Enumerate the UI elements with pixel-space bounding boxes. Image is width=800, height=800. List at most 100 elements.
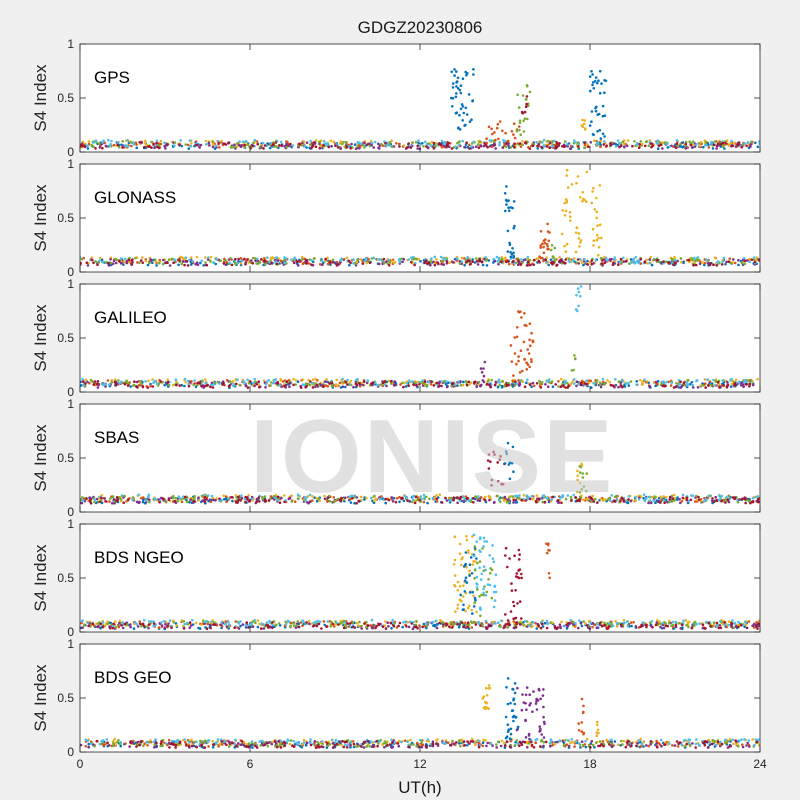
data-point [546,139,550,143]
data-point [595,626,599,630]
data-point [667,261,670,264]
data-point [754,141,757,145]
data-point [685,496,688,500]
data-point [508,461,512,464]
data-point [125,259,129,263]
data-point [670,624,673,628]
data-point [118,619,122,623]
data-point [525,494,529,497]
data-point [184,381,187,384]
data-point [151,378,154,381]
data-point [451,82,455,85]
data-point [234,620,238,623]
data-point [336,384,339,387]
data-point [355,502,358,505]
data-point [425,622,428,625]
data-point [292,377,295,381]
data-point [107,138,110,142]
data-point [490,484,493,487]
data-point [481,625,485,628]
data-point [217,140,220,143]
data-point [211,145,215,149]
data-point [634,625,638,628]
data-point [181,256,184,260]
data-point [212,261,215,264]
data-point [549,621,552,624]
data-point [201,619,205,623]
data-point [678,498,681,501]
data-point [595,216,598,220]
data-point [360,495,363,499]
data-point [541,494,545,498]
data-point [290,494,293,498]
data-point [514,498,518,502]
data-point [317,622,321,626]
data-point [580,494,583,498]
data-point [709,262,712,265]
data-point [574,250,578,254]
data-point [209,255,213,259]
data-point [497,262,500,266]
data-point [92,145,95,148]
data-point [279,377,282,381]
data-point [570,499,573,502]
data-point [405,496,408,500]
data-point [202,493,206,497]
data-point [477,622,481,625]
data-point [718,624,722,627]
data-point [302,140,306,143]
data-point [585,170,589,174]
data-point [750,379,753,382]
data-point [224,495,228,498]
data-point [756,145,760,149]
data-point [356,145,359,148]
data-point [590,120,593,123]
data-point [515,362,518,366]
data-point [546,222,549,226]
data-point [632,257,636,261]
data-point [167,258,171,262]
data-point [352,494,356,498]
data-point [120,261,123,265]
data-point [708,380,712,383]
data-point [505,452,509,456]
data-point [320,263,324,266]
data-point [188,139,192,142]
data-point [90,256,94,259]
data-point [102,139,105,143]
data-point [235,145,239,148]
data-point [747,499,750,503]
data-point [461,105,465,108]
data-point [326,620,329,623]
data-point [253,377,256,381]
data-point [628,262,631,266]
data-point [688,383,692,386]
data-point [89,502,93,505]
data-point [425,143,429,146]
data-point [239,624,242,628]
data-point [559,258,563,262]
data-point [693,145,697,148]
data-point [314,139,318,142]
data-point [344,385,347,389]
data-point [595,210,599,214]
data-point [593,79,597,83]
data-point [80,144,83,147]
data-point [679,257,683,260]
data-point [197,496,200,499]
data-point [188,258,191,262]
data-point [757,258,760,261]
data-point [725,496,728,499]
data-point [581,476,585,479]
data-points [80,441,760,505]
data-point [435,381,439,385]
data-point [197,381,200,385]
data-point [699,140,703,144]
data-point [204,143,208,146]
data-point [490,139,493,142]
data-point [200,259,204,263]
data-point [741,497,744,501]
data-point [553,139,556,143]
data-point [535,382,539,385]
data-point [239,261,243,265]
